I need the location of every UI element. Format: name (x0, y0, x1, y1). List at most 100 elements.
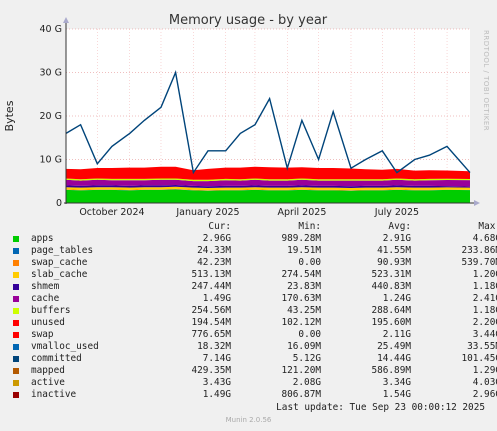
legend-cur: 194.54M (191, 317, 231, 328)
legend-swatch (13, 332, 19, 338)
legend-min: 0.00 (298, 329, 321, 340)
x-tick-label: October 2024 (79, 207, 144, 218)
y-tick-label: 30 G (40, 68, 62, 79)
y-tick-label: 40 G (40, 24, 62, 35)
legend-cur: 254.56M (191, 305, 231, 316)
legend-name: shmem (31, 281, 60, 292)
area-cache (66, 179, 470, 187)
legend-row-active: active 3.43G 2.08G 3.34G 4.03G (10, 377, 497, 389)
legend-max: 1.18G (472, 281, 497, 292)
legend-cur: 1.49G (202, 389, 231, 400)
legend-row-mapped: mapped 429.35M 121.20M 586.89M 1.29G (10, 365, 497, 377)
legend-min: 43.25M (287, 305, 321, 316)
area-apps (66, 189, 470, 203)
legend-name: mapped (31, 365, 65, 376)
legend-name: swap_cache (31, 257, 88, 268)
legend-row-slab-cache: slab_cache 513.13M 274.54M 523.31M 1.20G (10, 269, 497, 281)
legend-row-vmalloc-used: vmalloc_used 18.32M 16.09M 25.49M 33.55M (10, 341, 497, 353)
legend-row-swap: swap 776.65M 0.00 2.11G 3.44G (10, 329, 497, 341)
legend-avg: 41.55M (377, 245, 411, 256)
legend-max: 1.18G (472, 305, 497, 316)
legend-swatch (13, 368, 19, 374)
legend-cur: 776.65M (191, 329, 231, 340)
legend-max: 1.29G (472, 365, 497, 376)
legend-avg: 2.11G (382, 329, 411, 340)
x-axis-arrow (474, 200, 480, 206)
legend-avg: 25.49M (377, 341, 411, 352)
area-buffers (66, 178, 470, 182)
legend-row-committed: committed 7.14G 5.12G 14.44G 101.45G (10, 353, 497, 365)
legend-max: 33.55M (467, 341, 497, 352)
legend-name: inactive (31, 389, 77, 400)
legend-max: 101.45G (461, 353, 497, 364)
legend-max: 4.03G (472, 377, 497, 388)
legend-cur: 18.32M (197, 341, 231, 352)
legend-min: 989.28M (281, 233, 321, 244)
legend-row-unused: unused 194.54M 102.12M 195.60M 2.20G (10, 317, 497, 329)
line-committed (65, 70, 471, 175)
y-axis-arrow (63, 17, 69, 23)
legend-cur: 3.43G (202, 377, 231, 388)
y-tick-label: 20 G (40, 111, 62, 122)
legend-cur: 7.14G (202, 353, 231, 364)
legend-min: 170.63M (281, 293, 321, 304)
legend-cur: 24.33M (197, 245, 231, 256)
legend-swatch (13, 344, 19, 350)
legend-max: 2.96G (472, 389, 497, 400)
legend-min: 102.12M (281, 317, 321, 328)
legend-row-inactive: inactive 1.49G 806.87M 1.54G 2.96G (10, 389, 497, 401)
legend-name: slab_cache (31, 269, 88, 280)
legend-cur: 1.49G (202, 293, 231, 304)
legend-avg: 523.31M (371, 269, 411, 280)
legend-avg: 14.44G (377, 353, 411, 364)
legend-max: 1.20G (472, 269, 497, 280)
legend-row-buffers: buffers 254.56M 43.25M 288.64M 1.18G (10, 305, 497, 317)
legend: Cur: Min: Avg: Max: apps 2.96G 989.28M 2.91… (10, 221, 497, 401)
legend-min: 19.51M (287, 245, 321, 256)
legend-name: page_tables (31, 245, 94, 256)
area-shmem (66, 185, 470, 188)
legend-swatch (13, 236, 19, 242)
legend-row-shmem: shmem 247.44M 23.83M 440.83M 1.18G (10, 281, 497, 293)
area-slab-cache (66, 186, 470, 191)
legend-avg: 1.24G (382, 293, 411, 304)
legend-avg: 1.54G (382, 389, 411, 400)
legend-cur: 247.44M (191, 281, 231, 292)
legend-max: 2.41G (472, 293, 497, 304)
legend-min: 16.09M (287, 341, 321, 352)
x-tick-label: July 2025 (374, 207, 419, 218)
legend-cur: 42.23M (197, 257, 231, 268)
legend-min: 5.12G (292, 353, 321, 364)
legend-min: 2.08G (292, 377, 321, 388)
legend-swatch (13, 260, 19, 266)
legend-cur: 513.13M (191, 269, 231, 280)
legend-avg: 90.93M (377, 257, 411, 268)
legend-cur: 2.96G (202, 233, 231, 244)
legend-row-page-tables: page_tables 24.33M 19.51M 41.55M 233.86M (10, 245, 497, 257)
legend-max: 539.70M (461, 257, 497, 268)
legend-swatch (13, 380, 19, 386)
legend-cur: 429.35M (191, 365, 231, 376)
legend-max: 2.20G (472, 317, 497, 328)
legend-max: 233.86M (461, 245, 497, 256)
x-tick-label: January 2025 (175, 207, 239, 218)
legend-swatch (13, 296, 19, 302)
last-update: Last update: Tue Sep 23 00:00:12 2025 (276, 402, 485, 413)
legend-header-cur: Cur: (208, 221, 231, 232)
legend-name: unused (31, 317, 65, 328)
legend-row-swap-cache: swap_cache 42.23M 0.00 90.93M 539.70M (10, 257, 497, 269)
legend-name: active (31, 377, 65, 388)
y-axis-label: Bytes (3, 100, 16, 131)
legend-name: swap (31, 329, 54, 340)
area-unused (66, 166, 470, 180)
legend-swatch (13, 308, 19, 314)
legend-name: cache (31, 293, 60, 304)
area-page-tables (66, 189, 470, 191)
x-tick-label: April 2025 (277, 207, 326, 218)
legend-name: vmalloc_used (31, 341, 99, 352)
legend-avg: 288.64M (371, 305, 411, 316)
legend-row-cache: cache 1.49G 170.63M 1.24G 2.41G (10, 293, 497, 305)
area-swap-cache (66, 188, 470, 191)
legend-avg: 586.89M (371, 365, 411, 376)
